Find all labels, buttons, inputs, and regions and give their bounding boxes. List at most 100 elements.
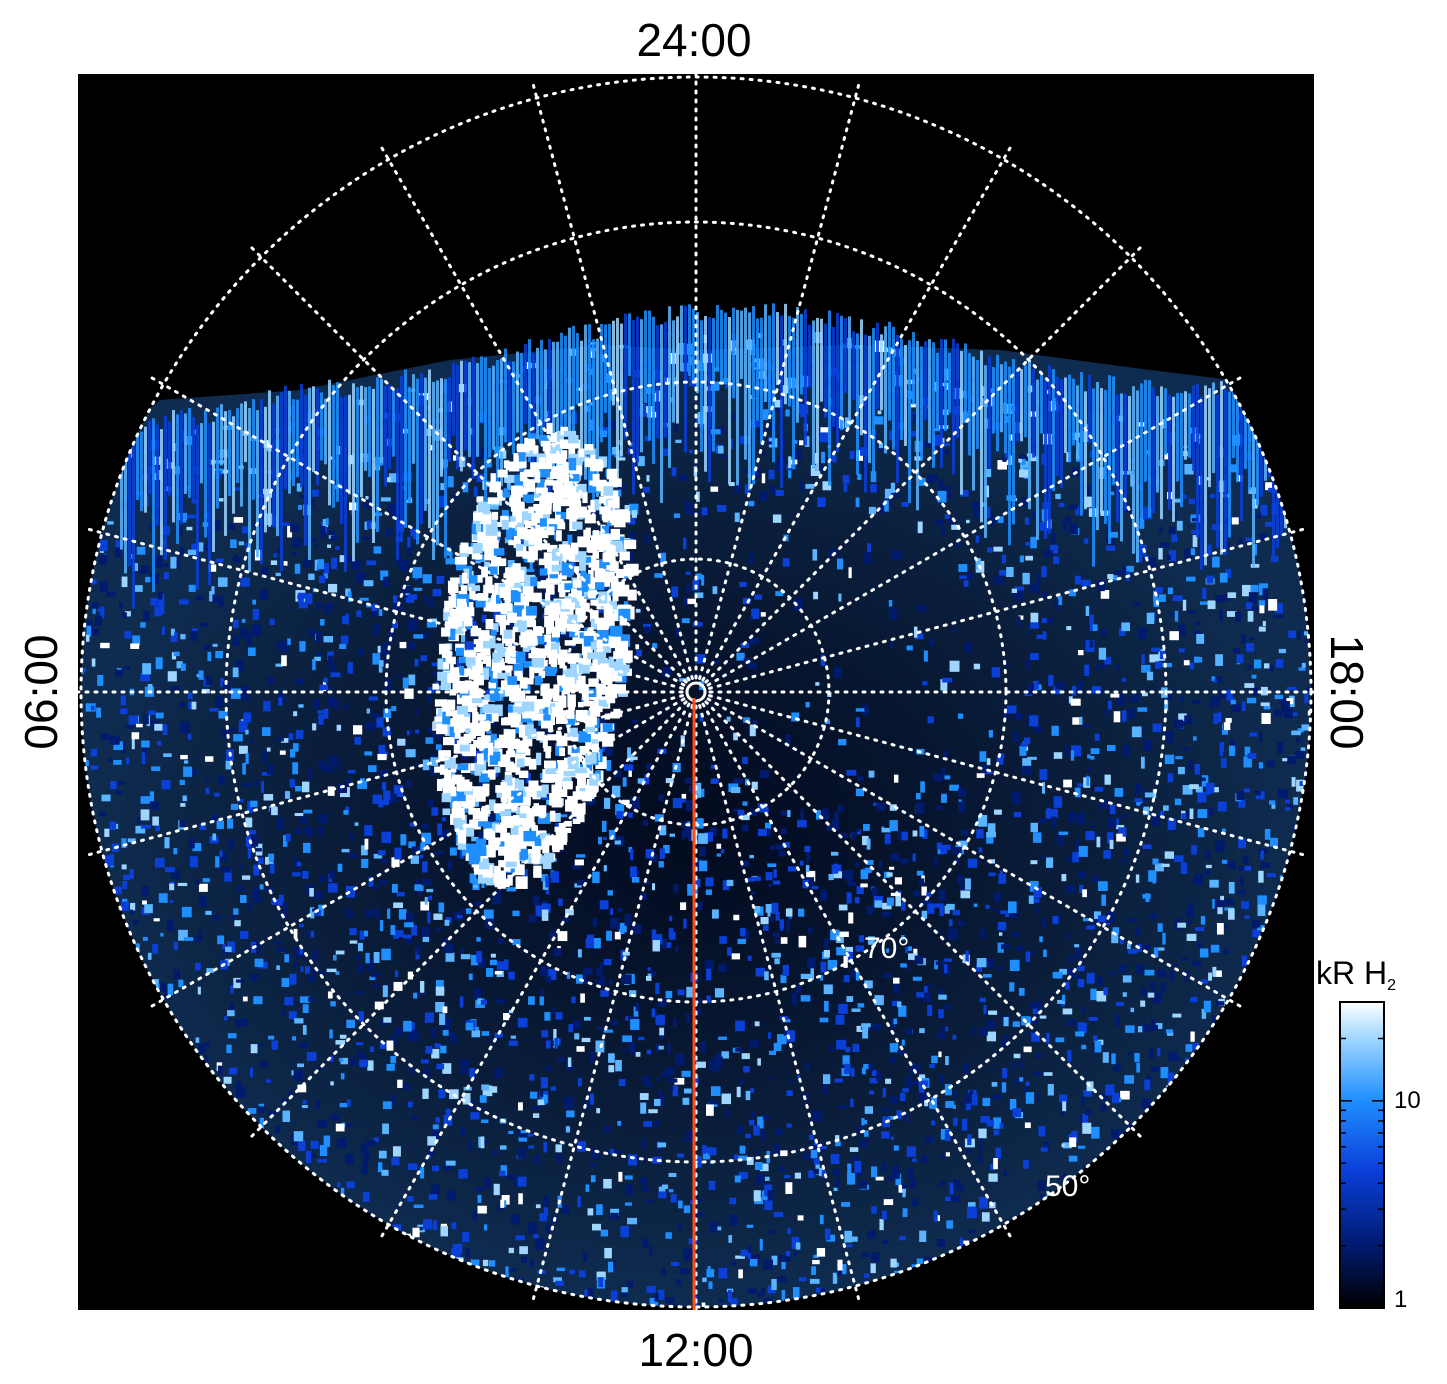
emission-pixel [1048,808,1058,819]
emission-pixel [364,751,373,756]
emission-pixel [589,1093,595,1105]
emission-pixel [1055,681,1066,690]
emission-pixel [292,872,301,877]
emission-pixel [1025,659,1030,669]
emission-pixel [1068,589,1076,597]
emission-pixel [312,723,317,731]
emission-pixel [898,1005,907,1017]
emission-pixel [227,818,234,829]
emission-pixel [798,1277,807,1282]
emission-pixel [257,1106,266,1113]
emission-pixel [555,1012,563,1020]
emission-pixel [787,810,791,818]
emission-pixel [849,1236,858,1242]
emission-pixel [130,643,140,649]
auroral-streak [1228,391,1231,538]
emission-pixel [552,1008,556,1016]
auroral-streak [312,386,315,473]
emission-pixel [1242,701,1246,712]
emission-pixel [1077,650,1084,656]
emission-pixel [424,498,430,505]
emission-pixel [142,663,152,675]
emission-pixel [1001,1040,1008,1048]
emission-pixel [407,594,418,600]
emission-pixel [986,758,991,766]
emission-pixel [1168,526,1176,534]
emission-pixel [339,405,347,417]
emission-pixel [233,977,241,989]
emission-pixel [1128,1051,1132,1056]
auroral-streak [716,305,719,369]
emission-pixel [465,908,472,914]
emission-pixel [1041,566,1047,578]
emission-pixel [965,950,969,962]
emission-pixel [880,1162,887,1173]
emission-pixel [793,440,798,444]
emission-pixel [952,909,960,916]
auroral-streak [1008,366,1011,546]
emission-pixel [936,842,943,850]
emission-pixel [1209,782,1215,794]
emission-pixel [217,577,228,587]
emission-pixel [1068,1155,1078,1162]
emission-pixel [892,983,900,994]
emission-pixel [1013,731,1019,743]
emission-pixel [1244,683,1255,688]
emission-pixel [759,1238,763,1251]
emission-pixel [311,489,319,497]
auroral-streak [340,396,343,524]
emission-pixel [1304,691,1309,704]
emission-pixel [411,924,418,936]
emission-pixel [819,1145,827,1150]
emission-pixel [422,759,430,771]
emission-pixel [591,1223,602,1231]
emission-pixel [593,937,601,949]
emission-pixel [233,734,243,742]
emission-pixel [599,976,606,987]
emission-pixel [392,1146,401,1157]
emission-pixel [1174,963,1178,967]
emission-pixel [1042,1141,1050,1153]
emission-pixel [479,1095,487,1103]
emission-pixel [1187,610,1197,614]
emission-pixel [1032,832,1042,843]
emission-pixel [660,552,666,563]
emission-pixel [1024,1122,1031,1129]
emission-pixel [871,1206,877,1214]
emission-pixel [780,974,787,984]
emission-pixel [242,996,248,1002]
emission-pixel [509,1010,514,1014]
emission-pixel [135,825,146,834]
emission-pixel [202,878,210,883]
emission-pixel [855,971,860,981]
emission-pixel [170,870,181,880]
emission-pixel [847,1172,856,1185]
emission-pixel [287,1091,293,1095]
auroral-streak [744,307,747,460]
auroral-streak [1244,379,1247,469]
emission-pixel [1062,1173,1066,1178]
emission-pixel [302,1025,307,1035]
emission-pixel [159,982,167,992]
emission-pixel [399,641,407,649]
emission-pixel [420,901,430,911]
emission-pixel [1291,730,1301,736]
emission-pixel [323,1135,331,1147]
auroral-streak [764,304,767,402]
emission-pixel [1219,572,1228,583]
emission-pixel [669,1086,674,1091]
emission-pixel [1090,919,1098,925]
auroral-streak [440,378,443,477]
emission-pixel [1254,659,1262,669]
emission-pixel [883,500,889,512]
auroral-streak [576,333,579,405]
emission-pixel [189,856,198,868]
emission-pixel [170,556,177,569]
emission-pixel [1278,648,1286,654]
emission-pixel [373,853,383,859]
emission-pixel [1167,1072,1175,1083]
emission-pixel [986,1120,994,1127]
emission-pixel [589,1163,597,1168]
emission-pixel [1046,617,1054,623]
emission-pixel [323,677,328,683]
